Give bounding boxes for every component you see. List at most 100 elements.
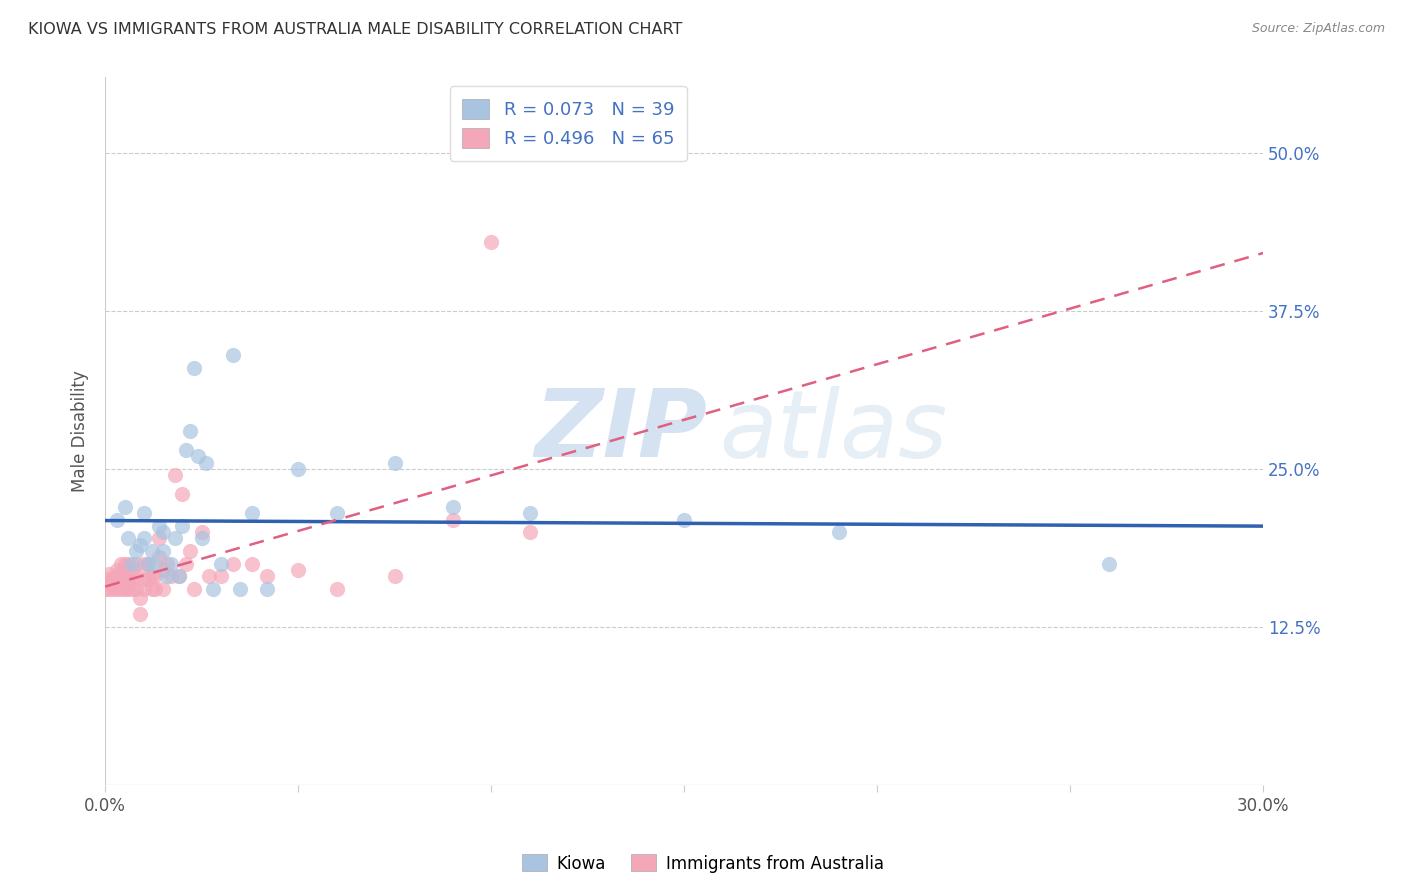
- Point: [105, 563, 128, 577]
- Point: [179, 544, 201, 558]
- Point: [117, 572, 139, 586]
- Point: [141, 582, 163, 596]
- Point: [479, 235, 502, 249]
- Point: [326, 582, 349, 596]
- Point: [132, 532, 155, 546]
- Point: [129, 607, 152, 622]
- Text: atlas: atlas: [718, 385, 948, 476]
- Point: [187, 450, 209, 464]
- Point: [240, 506, 263, 520]
- Point: [110, 566, 132, 580]
- Point: [190, 525, 212, 540]
- Point: [125, 582, 148, 596]
- Point: [174, 443, 197, 458]
- Point: [136, 557, 159, 571]
- Point: [172, 518, 194, 533]
- Point: [172, 487, 194, 501]
- Point: [183, 582, 205, 596]
- Point: [156, 557, 179, 571]
- Point: [117, 582, 139, 596]
- Point: [240, 557, 263, 571]
- Point: [114, 582, 136, 596]
- Point: [101, 572, 124, 586]
- Point: [183, 360, 205, 375]
- Point: [136, 557, 159, 571]
- Point: [145, 557, 167, 571]
- Point: [132, 572, 155, 586]
- Point: [129, 591, 152, 605]
- Point: [384, 569, 406, 583]
- Point: [287, 563, 309, 577]
- Point: [256, 569, 278, 583]
- Point: [160, 569, 183, 583]
- Point: [673, 512, 696, 526]
- Point: [125, 569, 148, 583]
- Point: [221, 348, 243, 362]
- Point: [94, 582, 117, 596]
- Point: [152, 544, 174, 558]
- Point: [156, 569, 179, 583]
- Point: [114, 500, 136, 514]
- Point: [194, 456, 217, 470]
- Point: [132, 557, 155, 571]
- Point: [114, 575, 136, 590]
- Point: [98, 582, 121, 596]
- Point: [125, 544, 148, 558]
- Point: [141, 569, 163, 583]
- Text: ZIP: ZIP: [534, 385, 707, 477]
- Point: [160, 557, 183, 571]
- Point: [114, 557, 136, 571]
- Point: [110, 557, 132, 571]
- Legend: Kiowa, Immigrants from Australia: Kiowa, Immigrants from Australia: [515, 847, 891, 880]
- Point: [827, 525, 849, 540]
- Point: [145, 569, 167, 583]
- Point: [152, 525, 174, 540]
- Point: [121, 563, 143, 577]
- Point: [110, 582, 132, 596]
- Point: [202, 582, 225, 596]
- Point: [101, 582, 124, 596]
- Point: [98, 572, 121, 586]
- Point: [167, 569, 190, 583]
- Point: [256, 582, 278, 596]
- Point: [1098, 557, 1121, 571]
- Point: [519, 506, 541, 520]
- Point: [105, 582, 128, 596]
- Point: [519, 525, 541, 540]
- Point: [163, 468, 186, 483]
- Point: [221, 557, 243, 571]
- Point: [121, 557, 143, 571]
- Point: [105, 569, 128, 583]
- Point: [125, 557, 148, 571]
- Point: [121, 573, 143, 587]
- Point: [152, 582, 174, 596]
- Point: [287, 462, 309, 476]
- Point: [121, 582, 143, 596]
- Point: [229, 582, 252, 596]
- Point: [179, 424, 201, 438]
- Point: [148, 518, 170, 533]
- Point: [105, 575, 128, 590]
- Text: Source: ZipAtlas.com: Source: ZipAtlas.com: [1251, 22, 1385, 36]
- Point: [209, 557, 232, 571]
- Y-axis label: Male Disability: Male Disability: [72, 370, 89, 492]
- Point: [129, 538, 152, 552]
- Point: [114, 569, 136, 583]
- Point: [105, 512, 128, 526]
- Point: [132, 582, 155, 596]
- Point: [198, 569, 221, 583]
- Point: [98, 566, 121, 581]
- Point: [141, 544, 163, 558]
- Point: [209, 569, 232, 583]
- Point: [384, 456, 406, 470]
- Point: [441, 512, 464, 526]
- Point: [163, 532, 186, 546]
- Point: [326, 506, 349, 520]
- Point: [94, 575, 117, 590]
- Point: [145, 582, 167, 596]
- Point: [136, 572, 159, 586]
- Point: [148, 532, 170, 546]
- Point: [190, 532, 212, 546]
- Point: [167, 569, 190, 583]
- Point: [174, 557, 197, 571]
